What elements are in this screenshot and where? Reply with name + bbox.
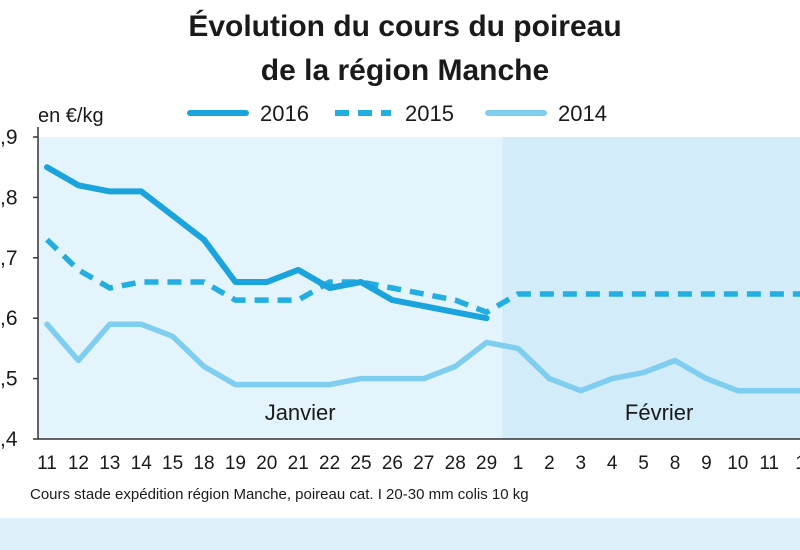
bottom-band: [0, 518, 800, 550]
x-tick-label: 4: [607, 453, 618, 474]
x-tick-label: 1: [513, 453, 524, 474]
series-line-2015: [45, 237, 800, 315]
panel-february: [502, 137, 800, 439]
y-tick-label: ,7: [0, 247, 18, 270]
y-tick-label: ,5: [0, 368, 18, 391]
x-tick-label: 3: [576, 453, 587, 474]
x-tick-label: 21: [288, 453, 309, 474]
x-tick-label: 8: [670, 453, 681, 474]
x-tick-label: 15: [162, 453, 183, 474]
y-tick-label: ,9: [0, 126, 18, 149]
x-tick-label: 22: [319, 453, 340, 474]
x-tick-label: 10: [727, 453, 748, 474]
y-tick-label: ,8: [0, 186, 18, 209]
series-line-2014: [44, 321, 800, 394]
x-tick-label: 1: [795, 453, 800, 474]
chart-title-line-1: Évolution du cours du poireau: [188, 9, 621, 43]
x-tick-label: 29: [476, 453, 497, 474]
month-label-january: Janvier: [265, 400, 336, 425]
x-tick-label: 20: [256, 453, 277, 474]
y-tick-label: ,6: [0, 307, 18, 330]
x-tick-label: 13: [99, 453, 120, 474]
x-tick-label: 11: [759, 453, 779, 474]
x-tick-label: 2: [544, 453, 555, 474]
x-tick-label: 5: [638, 453, 649, 474]
legend-label-2016: 2016: [260, 101, 309, 126]
x-tick-label: 18: [193, 453, 214, 474]
x-tick-label: 9: [701, 453, 712, 474]
x-tick-label: 26: [382, 453, 403, 474]
x-tick-label: 19: [225, 453, 246, 474]
x-tick-label: 14: [131, 453, 153, 474]
x-tick-label: 28: [445, 453, 466, 474]
axes: [33, 127, 800, 440]
y-axis-label: en €/kg: [38, 105, 104, 127]
month-label-february: Février: [625, 400, 693, 425]
x-tick-label: 27: [413, 453, 434, 474]
y-tick-label: ,4: [0, 428, 18, 451]
series-layer: [44, 164, 800, 394]
source-note: Cours stade expédition région Manche, po…: [30, 486, 529, 503]
x-tick-label: 25: [350, 453, 371, 474]
y-tick-labels: ,4 ,5 ,6 ,7 ,8 ,9: [0, 126, 18, 451]
month-labels: Janvier Février: [265, 400, 694, 425]
plot-background: [38, 137, 800, 439]
series-line-2016: [44, 164, 490, 322]
x-tick-labels: 11 12 13 14 15 18 19 20 21 22 25 26 27 28 29 1 2 3 4 5 8 9 10 1…: [37, 453, 800, 474]
x-tick-label: 11: [37, 453, 57, 474]
chart-title-line-2: de la région Manche: [261, 54, 549, 87]
legend: 2016 2015 2014: [187, 101, 607, 126]
legend-label-2014: 2014: [558, 101, 607, 126]
x-tick-label: 12: [68, 453, 89, 474]
panel-january: [38, 137, 503, 439]
legend-label-2015: 2015: [405, 101, 454, 126]
